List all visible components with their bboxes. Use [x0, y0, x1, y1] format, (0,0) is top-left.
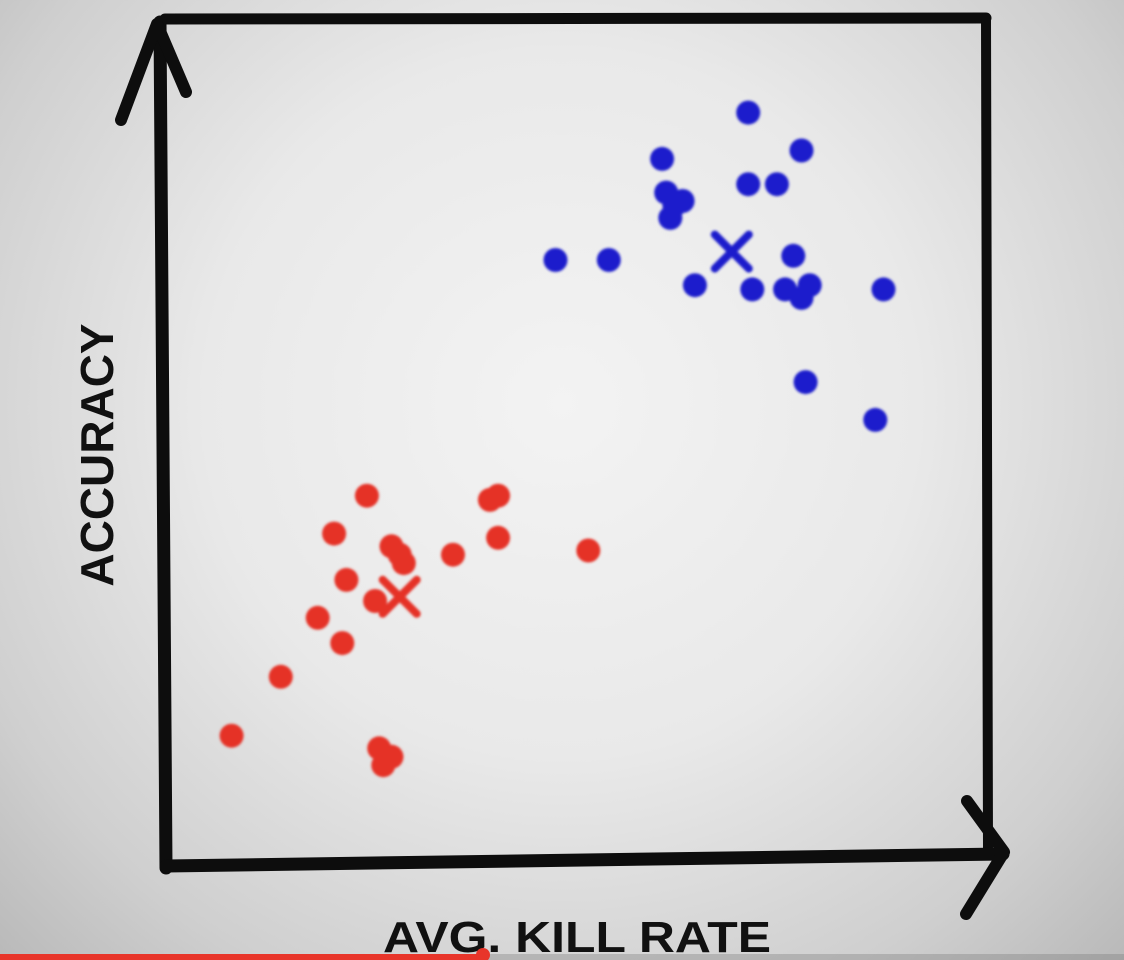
video-progress-bar[interactable]: [0, 948, 1124, 960]
series-0: [219, 483, 601, 778]
data-point-0-18: [576, 538, 601, 563]
data-point-0-8: [363, 589, 388, 613]
data-point-0-1: [268, 664, 293, 689]
data-point-1-18: [871, 277, 896, 302]
data-point-1-0: [543, 248, 568, 272]
data-point-1-14: [789, 138, 814, 163]
data-point-1-17: [793, 370, 818, 395]
data-point-1-2: [650, 146, 675, 171]
series-layer: [219, 100, 896, 778]
data-point-1-16: [797, 273, 822, 298]
y-axis-arrow: [115, 18, 192, 126]
data-point-0-13: [391, 551, 416, 576]
x-axis-label: AVG. KILL RATE: [383, 913, 771, 960]
video-progress-fill: [0, 954, 484, 960]
data-point-0-4: [334, 567, 359, 592]
centroid-marker-1: [710, 230, 753, 273]
series-1: [543, 100, 896, 432]
data-point-1-19: [863, 407, 888, 432]
data-point-1-1: [596, 248, 621, 272]
x-axis-line: [159, 847, 1010, 873]
data-point-1-9: [736, 172, 761, 197]
centroid-marker-0: [378, 575, 421, 618]
data-point-1-8: [736, 100, 761, 125]
data-point-0-3: [330, 631, 355, 656]
plot-frame-top: [159, 12, 992, 25]
data-point-1-6: [670, 189, 695, 213]
data-point-1-11: [764, 172, 789, 197]
plot-frame-right: [981, 13, 993, 853]
data-point-0-14: [441, 542, 465, 567]
data-point-0-0: [219, 723, 244, 748]
data-point-0-7: [379, 744, 404, 769]
data-point-0-10: [354, 483, 379, 508]
data-point-1-13: [781, 243, 806, 268]
data-point-0-17: [486, 525, 511, 550]
y-axis-line: [153, 15, 173, 875]
data-point-1-10: [740, 277, 765, 302]
data-point-0-16: [486, 483, 511, 508]
video-progress-handle[interactable]: [476, 948, 491, 960]
data-point-1-7: [682, 273, 707, 298]
data-point-0-2: [305, 605, 330, 630]
data-point-0-9: [322, 521, 347, 546]
x-axis-arrow: [960, 795, 1010, 920]
y-axis-label: ACCURACY: [71, 323, 123, 586]
